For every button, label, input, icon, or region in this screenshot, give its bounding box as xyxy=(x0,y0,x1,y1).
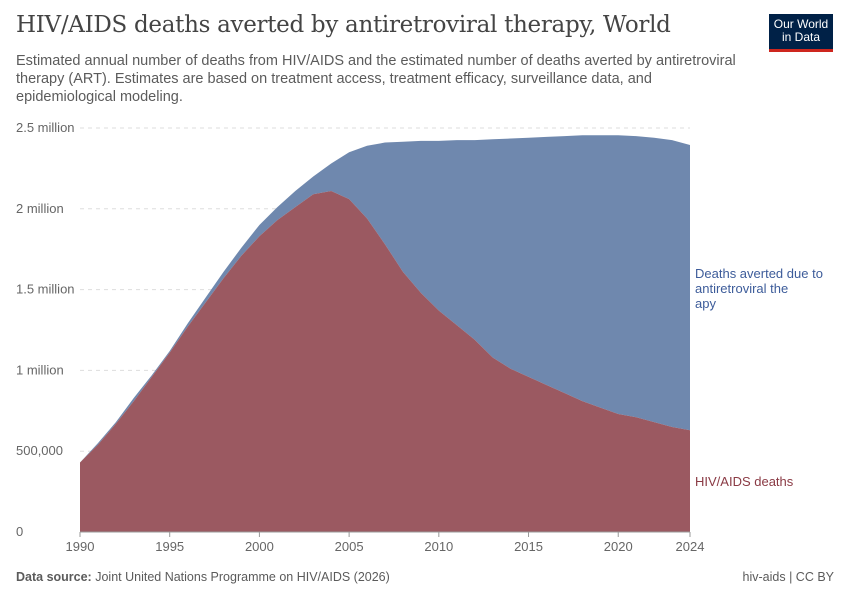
legend-line: antiretroviral the xyxy=(695,281,788,296)
y-tick-label: 1.5 million xyxy=(16,282,75,297)
data-source: Data source: Joint United Nations Progra… xyxy=(16,570,390,584)
chart-title: HIV/AIDS deaths averted by antiretrovira… xyxy=(16,12,671,38)
legend-line: apy xyxy=(695,296,716,311)
x-tick-label: 2024 xyxy=(676,539,705,554)
source-label: Data source: xyxy=(16,570,92,584)
license[interactable]: hiv-aids | CC BY xyxy=(742,570,834,584)
owid-logo[interactable]: Our World in Data xyxy=(769,14,833,52)
legend-hiv-deaths: HIV/AIDS deaths xyxy=(695,474,794,489)
source-text[interactable]: Joint United Nations Programme on HIV/AI… xyxy=(95,570,390,584)
y-tick-label: 2 million xyxy=(16,201,64,216)
x-tick-label: 2005 xyxy=(335,539,364,554)
area-deaths-averted xyxy=(80,135,690,463)
x-tick-label: 1995 xyxy=(155,539,184,554)
x-tick-label: 2015 xyxy=(514,539,543,554)
area-hiv-deaths xyxy=(80,191,690,533)
chart-area: 0 500,000 1 million 1.5 million 2 million 2.5… xyxy=(16,120,823,554)
logo-line2: in Data xyxy=(781,30,821,44)
chart-subtitle: Estimated annual number of deaths from H… xyxy=(16,53,736,105)
x-tick-label: 2010 xyxy=(424,539,453,554)
x-tick-label: 2000 xyxy=(245,539,274,554)
y-tick-label: 500,000 xyxy=(16,443,63,458)
logo-line1: Our World xyxy=(773,17,829,31)
legend-line: Deaths averted due to xyxy=(695,266,823,281)
y-tick-label: 1 million xyxy=(16,362,64,377)
y-tick-label: 2.5 million xyxy=(16,120,75,135)
legend-deaths-averted: Deaths averted due to antiretroviral the a… xyxy=(695,266,823,311)
y-tick-label: 0 xyxy=(16,524,23,539)
x-tick-label: 1990 xyxy=(66,539,95,554)
legend-line: HIV/AIDS deaths xyxy=(695,474,794,489)
x-tick-label: 2020 xyxy=(604,539,633,554)
